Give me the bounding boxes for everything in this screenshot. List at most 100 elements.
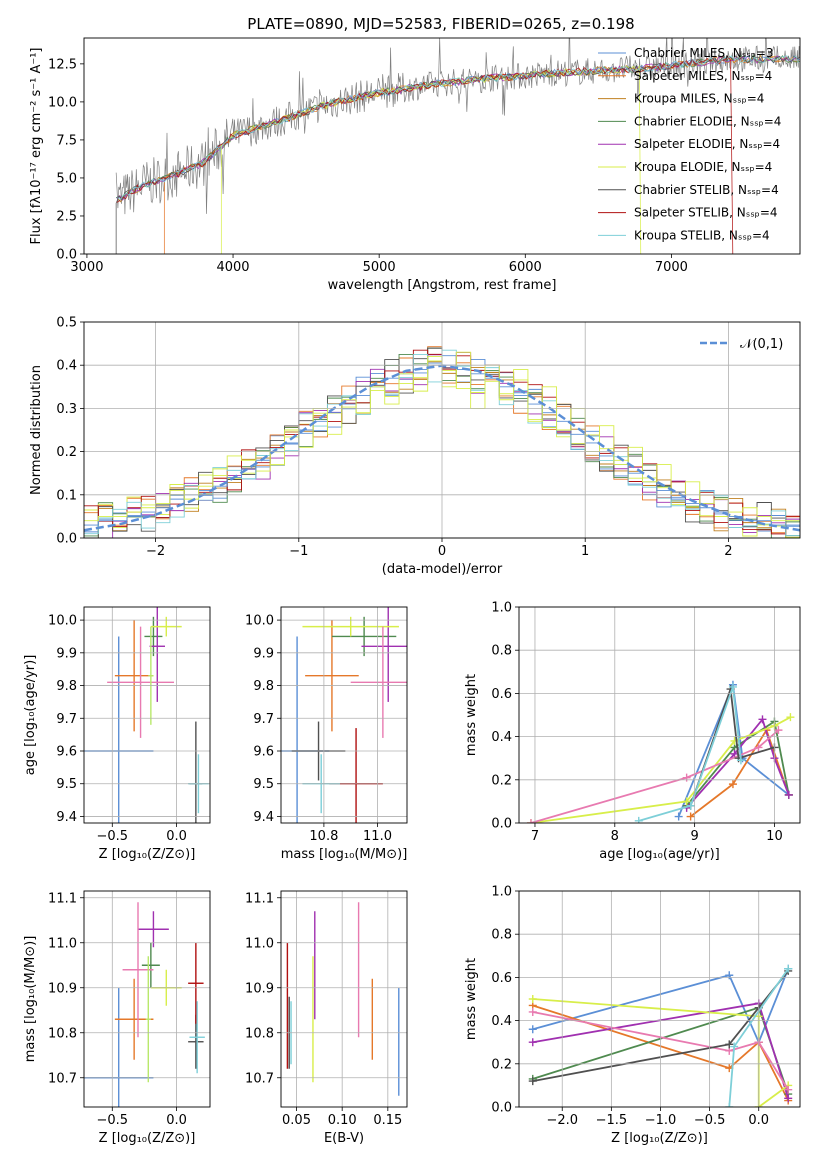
y-tick-label: 0.6 <box>491 687 512 702</box>
y-tick-label: 0.0 <box>491 1101 512 1116</box>
weight-line-chabrier-miles <box>532 968 790 1045</box>
errorbar-point <box>114 620 154 732</box>
y-tick-label: 5.0 <box>56 171 77 186</box>
x-tick-label: 7 <box>531 829 539 844</box>
y-tick-label: 1.0 <box>491 601 512 616</box>
y-tick-label: 9.8 <box>56 679 77 694</box>
x-tick-label: −2 <box>146 544 165 559</box>
legend: 𝒩(0,1) <box>700 337 783 352</box>
errorbar-point <box>361 607 407 702</box>
y-tick-label: 0.3 <box>56 402 77 417</box>
plus-marker <box>786 713 795 722</box>
y-tick-label: 7.5 <box>56 133 77 148</box>
y-tick-label: 9.5 <box>253 777 274 792</box>
x-axis-label: mass [log₁₀(M/M⊙)] <box>281 847 408 862</box>
panel-weight_vs_age: 7 8 9 10 0.0 0.2 0.4 0.6 0.8 1.0 age [log₁₀(age/yr… <box>464 601 801 862</box>
plot-area <box>281 607 407 823</box>
plus-marker <box>725 971 734 980</box>
legend-label: Kroupa STELIB, Nₛₛₚ=4 <box>634 228 770 242</box>
x-axis-label: age [log₁₀(age/yr)] <box>599 847 720 862</box>
y-tick-label: 0.0 <box>491 817 512 832</box>
x-tick-label: 9 <box>690 829 698 844</box>
y-tick-label: 11.0 <box>48 936 77 951</box>
x-tick-label: 0 <box>438 544 446 559</box>
y-tick-label: 0.8 <box>491 928 512 943</box>
x-axis-label: wavelength [Angstrom, rest frame] <box>328 278 557 293</box>
y-tick-label: 0.4 <box>491 1014 512 1029</box>
y-tick-label: 9.6 <box>253 745 274 760</box>
plus-marker <box>730 1042 739 1051</box>
y-axis-label: mass weight <box>464 674 479 756</box>
model-line-salpeter-miles <box>163 55 799 254</box>
errorbar-point <box>148 626 154 725</box>
weight-line-salpeter-miles <box>532 1004 790 1101</box>
y-tick-label: 10.0 <box>48 614 77 629</box>
x-tick-label: −1.5 <box>596 1113 628 1128</box>
x-tick-label: 2 <box>724 544 732 559</box>
y-tick-label: 10.7 <box>245 1071 274 1086</box>
weight-line-salpeter-miles <box>690 728 790 818</box>
axes-frame <box>518 606 801 824</box>
x-tick-label: 10 <box>766 829 783 844</box>
axes-frame <box>83 37 801 255</box>
legend-label: Chabrier STELIB, Nₛₛₚ=4 <box>634 183 779 197</box>
plus-marker <box>682 797 691 806</box>
y-tick-label: 9.7 <box>56 712 77 727</box>
errorbar-point <box>305 620 359 732</box>
axes-frame <box>280 890 408 1108</box>
x-tick-label: 0.15 <box>373 1113 402 1128</box>
errorbar-point <box>189 1001 205 1074</box>
x-tick-label: −1.0 <box>645 1113 677 1128</box>
y-tick-label: 12.5 <box>48 57 77 72</box>
y-tick-label: 10.0 <box>48 95 77 110</box>
legend-label: Salpeter ELODIE, Nₛₛₚ=4 <box>634 137 780 151</box>
legend-label: Chabrier MILES, Nₛₛₚ=3 <box>634 46 774 60</box>
x-axis-label: Z [log₁₀(Z/Z⊙)] <box>99 847 196 862</box>
x-axis-label: E(B-V) <box>324 1131 364 1146</box>
y-tick-label: 0.4 <box>491 730 512 745</box>
y-tick-label: 0.2 <box>491 773 512 788</box>
plus-marker <box>736 756 745 765</box>
plus-marker <box>758 715 767 724</box>
plus-marker <box>784 1094 793 1103</box>
legend-label: Chabrier ELODIE, Nₛₛₚ=4 <box>634 114 781 128</box>
weight-line-kroupa-stelib <box>638 686 742 822</box>
y-tick-label: 11.1 <box>48 891 77 906</box>
plot-area <box>84 607 209 823</box>
y-tick-label: 2.5 <box>56 209 77 224</box>
y-tick-label: 9.9 <box>56 646 77 661</box>
y-tick-label: 0.5 <box>56 316 77 331</box>
axes-frame <box>83 890 211 1108</box>
legend: Chabrier MILES, Nₛₛₚ=3 Salpeter MILES, Nₛ… <box>598 46 781 242</box>
plus-marker <box>728 780 737 789</box>
plus-marker <box>784 964 793 973</box>
y-tick-label: 11.1 <box>245 891 274 906</box>
panel-age_vs_mass: 10.8 11.0 9.4 9.5 9.6 9.7 9.8 9.9 10.0 mass [log₁… <box>245 606 408 862</box>
x-tick-label: 7000 <box>655 260 688 275</box>
y-tick-label: 9.8 <box>253 679 274 694</box>
model-line-kroupa-elodie <box>220 64 642 254</box>
errorbar-point <box>144 616 163 657</box>
plus-marker <box>528 995 537 1003</box>
x-tick-label: −0.5 <box>96 1113 128 1128</box>
plus-marker <box>682 773 691 782</box>
plus-marker <box>686 812 695 821</box>
y-tick-label: 10.8 <box>245 1026 274 1041</box>
errorbar-point <box>107 626 174 738</box>
plot-area <box>286 902 400 1096</box>
plus-marker <box>526 819 535 823</box>
plus-marker <box>784 790 793 799</box>
legend-label: 𝒩(0,1) <box>740 337 783 352</box>
axes-frame <box>83 321 801 539</box>
y-tick-label: 0.1 <box>56 488 77 503</box>
model-line-chabrier-stelib <box>115 55 800 254</box>
y-tick-label: 9.4 <box>253 810 274 825</box>
x-tick-label: 0.0 <box>166 1113 187 1128</box>
y-axis-label: mass [log₁₀(M/M⊙)] <box>23 936 38 1063</box>
y-tick-label: 0.0 <box>56 532 77 547</box>
plus-marker <box>528 1025 537 1034</box>
panel-age_vs_Z: −0.5 0.0 9.4 9.5 9.6 9.7 9.8 9.9 10.0 Z [log₁₀(Z/… <box>23 606 211 862</box>
axes-frame <box>280 606 408 824</box>
plus-marker <box>774 726 783 735</box>
plus-marker <box>725 1103 734 1107</box>
